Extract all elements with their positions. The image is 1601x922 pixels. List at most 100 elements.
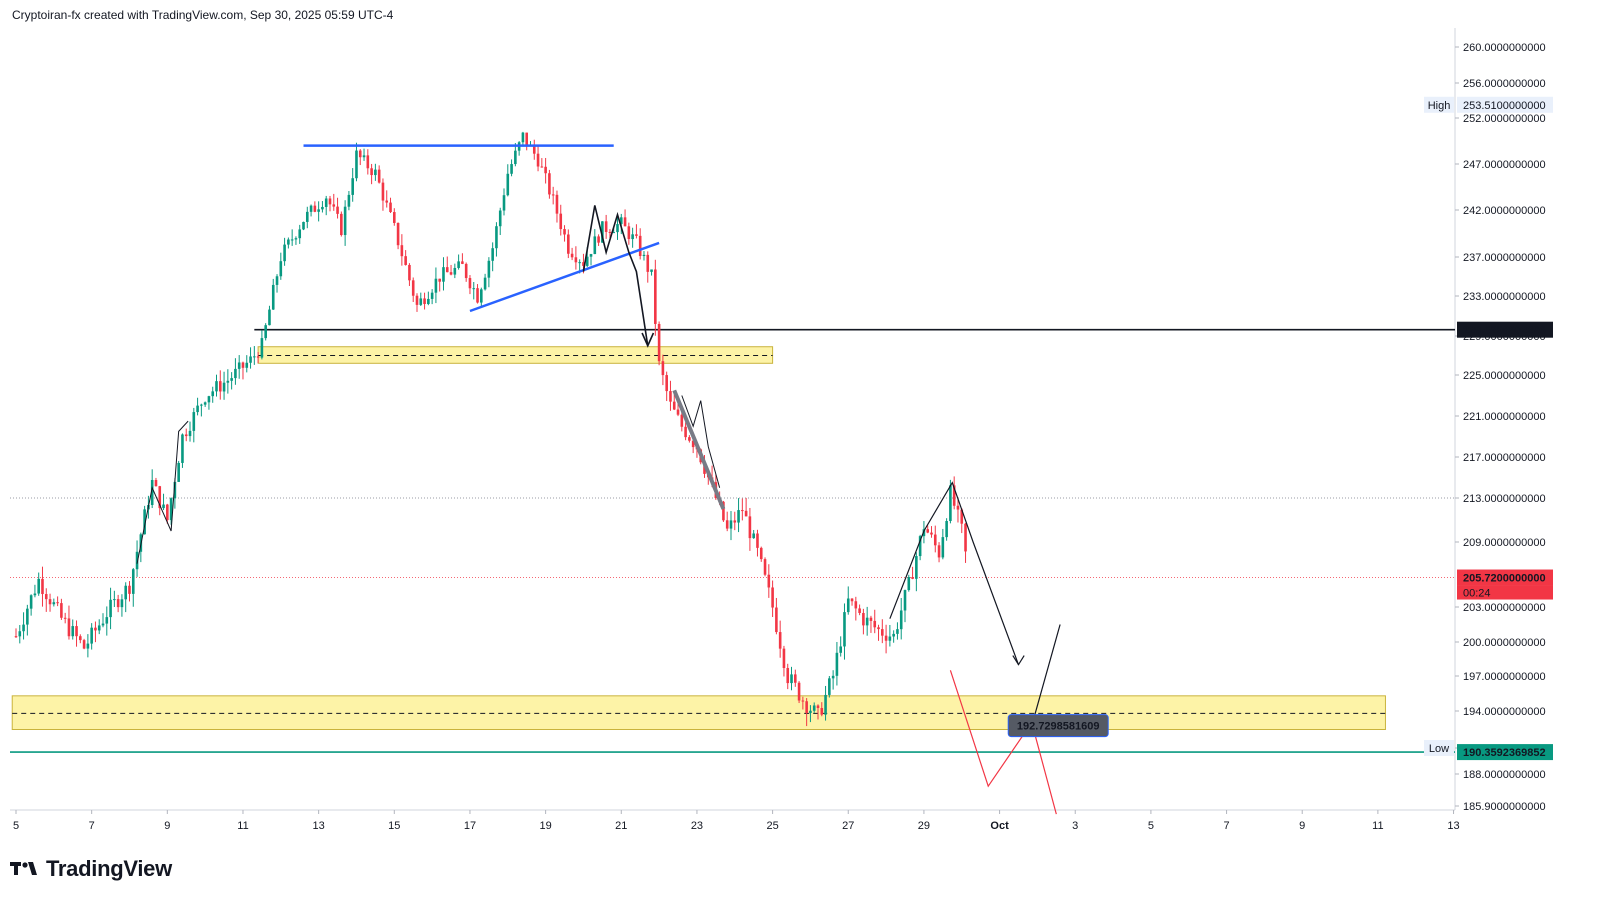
candle-body	[305, 211, 309, 222]
candle-body	[812, 705, 816, 711]
candle-body	[321, 206, 324, 210]
candle-body	[150, 479, 154, 505]
x-tick-label: 3	[1072, 820, 1078, 832]
candle-body	[744, 510, 748, 517]
candle-body	[729, 520, 733, 529]
candle-body	[415, 295, 419, 305]
zone-upper	[257, 346, 774, 364]
candle-body	[578, 262, 581, 264]
candle-body	[22, 624, 25, 632]
green-level-value: 190.3592369852	[1463, 747, 1546, 759]
candle-body	[158, 486, 162, 509]
price-tags-layer: High 253.5100000000 229.6298602296 205.7200…	[1007, 96, 1553, 761]
tradingview-logo-icon	[10, 862, 37, 875]
candle-body	[574, 257, 578, 263]
x-tick-label: 25	[766, 820, 778, 832]
candle-body	[332, 204, 336, 207]
candle-body	[877, 627, 880, 630]
candle-body	[945, 521, 948, 538]
candle-body	[854, 601, 858, 609]
y-tick-label: 237.0000000000	[1463, 252, 1546, 264]
candle-body	[260, 338, 264, 358]
candle-body	[608, 231, 612, 233]
candle-body	[567, 234, 570, 254]
candle-body	[82, 640, 86, 649]
y-tick-label: 242.0000000000	[1463, 205, 1546, 217]
y-tick-label: 233.0000000000	[1463, 291, 1546, 303]
candle-body	[601, 221, 604, 243]
candle-body	[888, 636, 892, 641]
candle-body	[918, 536, 922, 557]
candle-body	[109, 599, 112, 618]
tradingview-brand[interactable]: TradingView	[10, 856, 172, 882]
candle-body	[131, 569, 135, 594]
candle-body	[18, 631, 22, 637]
candle-body	[964, 523, 967, 552]
falling-channel	[672, 389, 726, 510]
candle-body	[97, 625, 101, 631]
candle-body	[691, 440, 695, 448]
candle-body	[253, 356, 256, 358]
candle-body	[514, 150, 517, 165]
candle-body	[521, 132, 525, 143]
candle-body	[949, 485, 952, 522]
candle-body	[858, 608, 861, 613]
y-tick-label: 221.0000000000	[1463, 411, 1546, 423]
candle-body	[101, 623, 105, 626]
candle-body	[801, 700, 805, 702]
candle-body	[60, 603, 63, 618]
candle-body	[294, 238, 298, 240]
candle-body	[41, 578, 44, 595]
candle-body	[688, 437, 691, 441]
x-tick-label: 7	[1223, 820, 1229, 832]
candle-body	[324, 198, 328, 207]
candle-body	[162, 504, 165, 509]
candle-body	[631, 234, 634, 240]
candle-body	[597, 236, 600, 243]
candle-body	[816, 705, 820, 709]
candle-body	[646, 254, 650, 272]
candle-body	[90, 627, 93, 644]
candle-body	[52, 602, 56, 605]
candle-body	[805, 701, 808, 713]
candle-body	[510, 164, 513, 174]
candle-body	[828, 678, 831, 695]
candle-body	[268, 309, 271, 326]
candle-body	[351, 178, 354, 195]
x-tick-label: 27	[842, 820, 854, 832]
candle-body	[245, 362, 249, 368]
candle-body	[612, 232, 616, 234]
candle-body	[911, 577, 914, 579]
candle-body	[869, 617, 873, 621]
candle-body	[654, 269, 657, 324]
black-level-value-bg	[1457, 321, 1553, 338]
y-tick-label: 256.0000000000	[1463, 78, 1546, 90]
candle-body	[67, 618, 71, 637]
candle-body	[722, 501, 725, 521]
candle-body	[952, 485, 956, 506]
candle-body	[635, 234, 638, 236]
candle-body	[200, 404, 203, 406]
candle-body	[86, 643, 90, 649]
candle-body	[926, 529, 930, 533]
x-tick-label: 15	[388, 820, 400, 832]
candle-body	[128, 585, 131, 594]
candle-body	[408, 264, 411, 281]
candle-body	[445, 267, 449, 273]
candle-body	[480, 289, 483, 303]
candle-body	[105, 617, 109, 624]
grid-layer	[10, 28, 1456, 811]
candle-body	[748, 516, 752, 539]
candle-body	[113, 599, 116, 601]
current-price-value: 205.7200000000	[1463, 573, 1546, 585]
candle-body	[824, 694, 827, 715]
candle-body	[358, 150, 362, 158]
candle-body	[604, 221, 608, 232]
candle-body	[63, 617, 67, 619]
candle-body	[298, 229, 302, 239]
candle-body	[907, 577, 911, 591]
candle-body	[741, 510, 744, 512]
candle-body	[79, 636, 82, 641]
